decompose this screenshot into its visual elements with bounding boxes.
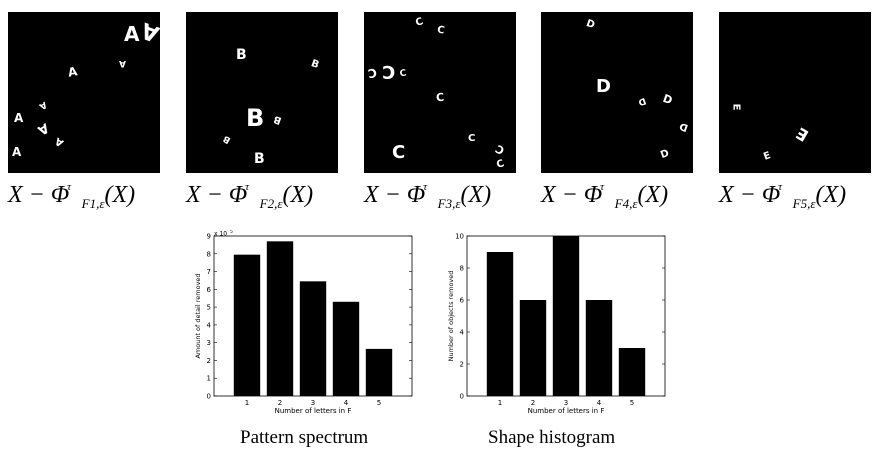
axis-multiplier: x 10	[214, 231, 227, 238]
x-axis-label: Number of letters in F	[275, 407, 352, 415]
y-tick-label: 4	[207, 321, 212, 329]
letter-c: C	[435, 90, 445, 105]
letter-a: A	[138, 16, 160, 47]
letter-d: D	[678, 119, 690, 134]
x-tick-label: 1	[498, 399, 502, 407]
bar	[299, 281, 327, 396]
bar	[552, 236, 580, 396]
y-tick-label: 5	[207, 304, 211, 312]
y-axis-label: Amount of detail removed	[194, 273, 202, 358]
letter-panel-5: E E E	[719, 12, 871, 173]
x-tick-label: 5	[630, 399, 634, 407]
y-tick-label: 10	[455, 233, 464, 241]
bar	[266, 241, 294, 396]
x-tick-label: 1	[245, 399, 249, 407]
letter-b: B	[272, 112, 284, 126]
y-tick-label: 3	[207, 339, 211, 347]
letter-a: A	[12, 145, 22, 159]
letter-c: C	[382, 61, 396, 82]
letter-d: D	[636, 94, 648, 107]
pattern-spectrum-svg: 0 1 2 3 4 5 6 7 8 9 1 2 3 4 5 Number of letters in F Amo…	[194, 229, 413, 415]
letter-e: E	[792, 123, 812, 146]
bar	[233, 254, 261, 396]
panel-caption-2: X − Φτ⃗F2,ε(X)	[186, 181, 314, 211]
pattern-spectrum-chart: 0 1 2 3 4 5 6 7 8 9 1 2 3 4 5 Number of letters in F Amo…	[192, 229, 422, 424]
panel-caption-4: X − Φτ⃗F4,ε(X)	[541, 181, 669, 211]
y-tick-label: 0	[460, 393, 464, 401]
letter-a: A	[14, 111, 24, 125]
x-tick-label: 4	[597, 399, 602, 407]
y-tick-label: 2	[207, 357, 211, 365]
y-tick-label: 6	[207, 286, 212, 294]
letter-d: D	[584, 17, 597, 32]
letter-d: D	[596, 76, 611, 97]
letter-b: B	[246, 104, 265, 132]
letter-a: A	[34, 119, 52, 138]
axis-multiplier-exponent: 5	[230, 230, 233, 235]
x-tick-label: 5	[377, 399, 381, 407]
x-tick-label: 2	[278, 399, 282, 407]
letter-a: A	[53, 134, 66, 149]
letter-d: D	[659, 147, 671, 162]
letter-e: E	[730, 103, 742, 111]
letter-c: C	[436, 24, 446, 37]
y-tick-label: 2	[460, 361, 464, 369]
bar	[585, 300, 613, 396]
y-tick-label: 7	[207, 268, 211, 276]
x-tick-label: 2	[531, 399, 535, 407]
letter-b: B	[309, 58, 321, 72]
x-tick-label: 4	[344, 399, 349, 407]
shape-histogram-chart: 0 2 4 6 8 10 1 2 3 4 5 Number of letters in F Number…	[445, 230, 675, 424]
letter-a: A	[119, 58, 126, 68]
bar	[519, 300, 547, 396]
y-tick-label: 9	[207, 233, 211, 241]
bar	[332, 301, 360, 396]
y-tick-label: 8	[207, 250, 211, 258]
letter-c: C	[493, 141, 507, 158]
y-tick-label: 0	[207, 393, 211, 401]
x-axis-label: Number of letters in F	[528, 407, 605, 415]
letter-d: D	[661, 91, 675, 108]
letter-c: C	[366, 65, 378, 81]
letter-e: E	[762, 150, 773, 163]
letter-b: B	[254, 151, 265, 167]
bar	[486, 252, 514, 396]
y-tick-label: 4	[460, 329, 465, 337]
letter-b: B	[221, 132, 233, 145]
panel-caption-3: X − Φτ⃗F3,ε(X)	[364, 181, 492, 211]
pattern-spectrum-title: Pattern spectrum	[240, 427, 369, 448]
letter-a: A	[124, 22, 140, 46]
shape-histogram-title: Shape histogram	[488, 427, 616, 448]
y-tick-label: 8	[460, 265, 464, 273]
panel-caption-5: X − Φτ⃗F5,ε(X)	[719, 181, 847, 211]
bar	[365, 348, 393, 396]
letter-c: C	[392, 142, 406, 163]
letter-c: C	[399, 68, 408, 80]
y-axis-label: Number of objects removed	[447, 271, 455, 362]
bar	[618, 348, 646, 396]
letter-a: A	[37, 98, 49, 112]
letter-c: C	[468, 133, 476, 144]
letter-a: A	[66, 64, 79, 80]
x-tick-label: 3	[564, 399, 568, 407]
letter-b: B	[236, 47, 247, 63]
y-tick-label: 1	[207, 375, 211, 383]
letter-c: C	[495, 158, 506, 171]
x-tick-label: 3	[311, 399, 315, 407]
letter-c: C	[414, 16, 425, 29]
panel-caption-1: X − Φτ⃗F1,ε(X)	[8, 181, 136, 211]
y-tick-label: 6	[460, 297, 465, 305]
